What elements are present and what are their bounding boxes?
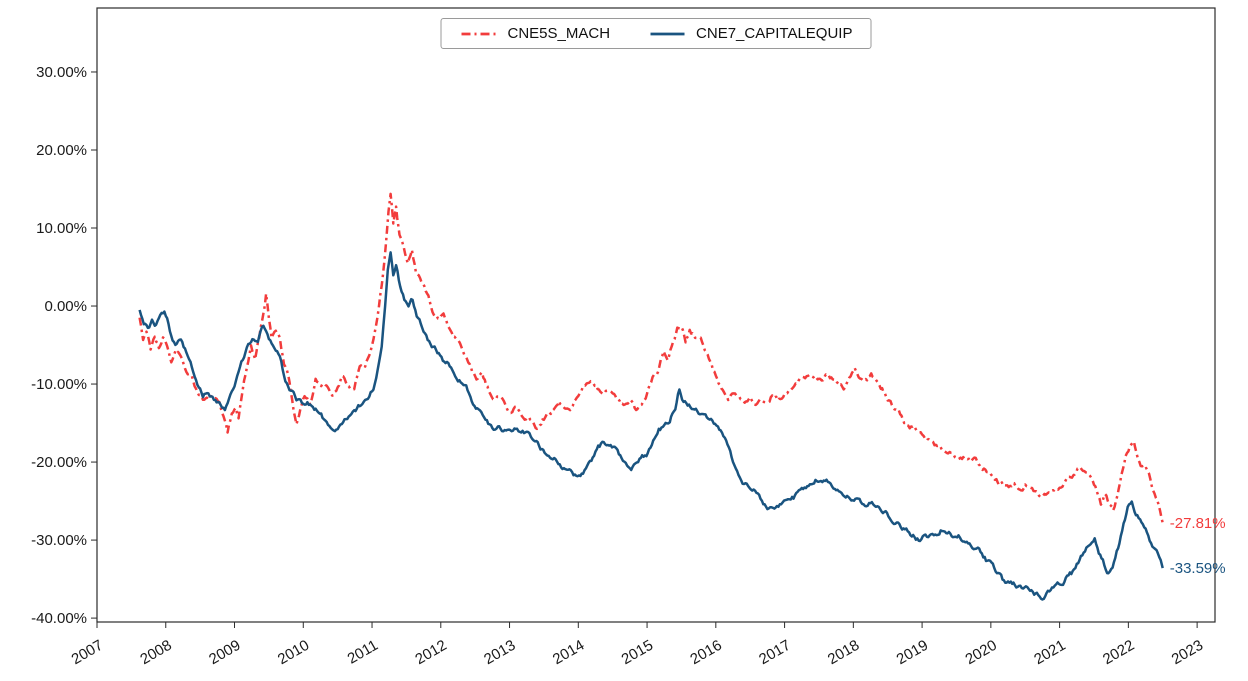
y-tick-label: -10.00% [31,376,87,393]
x-tick-label: 2008 [137,637,174,668]
x-tick-label: 2009 [206,637,243,668]
y-tick-label: 10.00% [36,220,87,237]
x-tick-label: 2020 [962,637,999,668]
x-tick-label: 2023 [1169,637,1206,668]
legend-dashdot-line-icon [461,32,496,35]
legend-label-cne5s-mach: CNE5S_MACH [507,25,611,42]
x-tick-label: 2013 [481,637,518,668]
legend-label-cne7-capitalequip: CNE7_CAPITALEQUIP [696,25,853,42]
cne7-capitalequip-line [138,251,1164,601]
chart-legend: CNE5S_MACH CNE7_CAPITALEQUIP [440,18,872,49]
x-tick-label: 2017 [756,637,793,668]
y-tick-label: 20.00% [36,142,87,159]
y-tick-label: 30.00% [36,64,87,81]
legend-item-cne7-capitalequip: CNE7_CAPITALEQUIP [648,25,852,42]
legend-item-cne5s-mach: CNE5S_MACH [460,25,611,42]
x-tick-label: 2022 [1100,637,1137,668]
series-group [138,192,1164,601]
x-axis: 2007 2008 2009 2010 2011 2012 2013 2014 2015 2016… [69,622,1206,668]
legend-solid-line-icon [650,32,685,35]
x-tick-label: 2016 [687,637,724,668]
y-tick-label: -20.00% [31,454,87,471]
x-tick-label: 2007 [69,637,106,668]
plot-border [96,7,1216,623]
x-tick-label: 2019 [894,637,931,668]
x-tick-label: 2021 [1031,637,1068,668]
y-tick-label: -40.00% [31,610,87,627]
y-axis: 30.00% 20.00% 10.00% 0.00% -10.00% -20.00% -30… [31,64,97,627]
x-tick-label: 2015 [619,637,656,668]
x-tick-label: 2012 [412,637,449,668]
x-tick-label: 2010 [275,637,312,668]
x-tick-label: 2011 [345,637,381,668]
cne5s-mach-line [138,192,1164,524]
y-tick-label: -30.00% [31,532,87,549]
series-end-label-cne5s-mach: -27.81% [1170,515,1226,532]
y-tick-label: 0.00% [44,298,87,315]
x-tick-label: 2018 [825,637,862,668]
x-tick-label: 2014 [550,637,587,668]
series-end-label-cne7-capitalequip: -33.59% [1170,560,1226,577]
